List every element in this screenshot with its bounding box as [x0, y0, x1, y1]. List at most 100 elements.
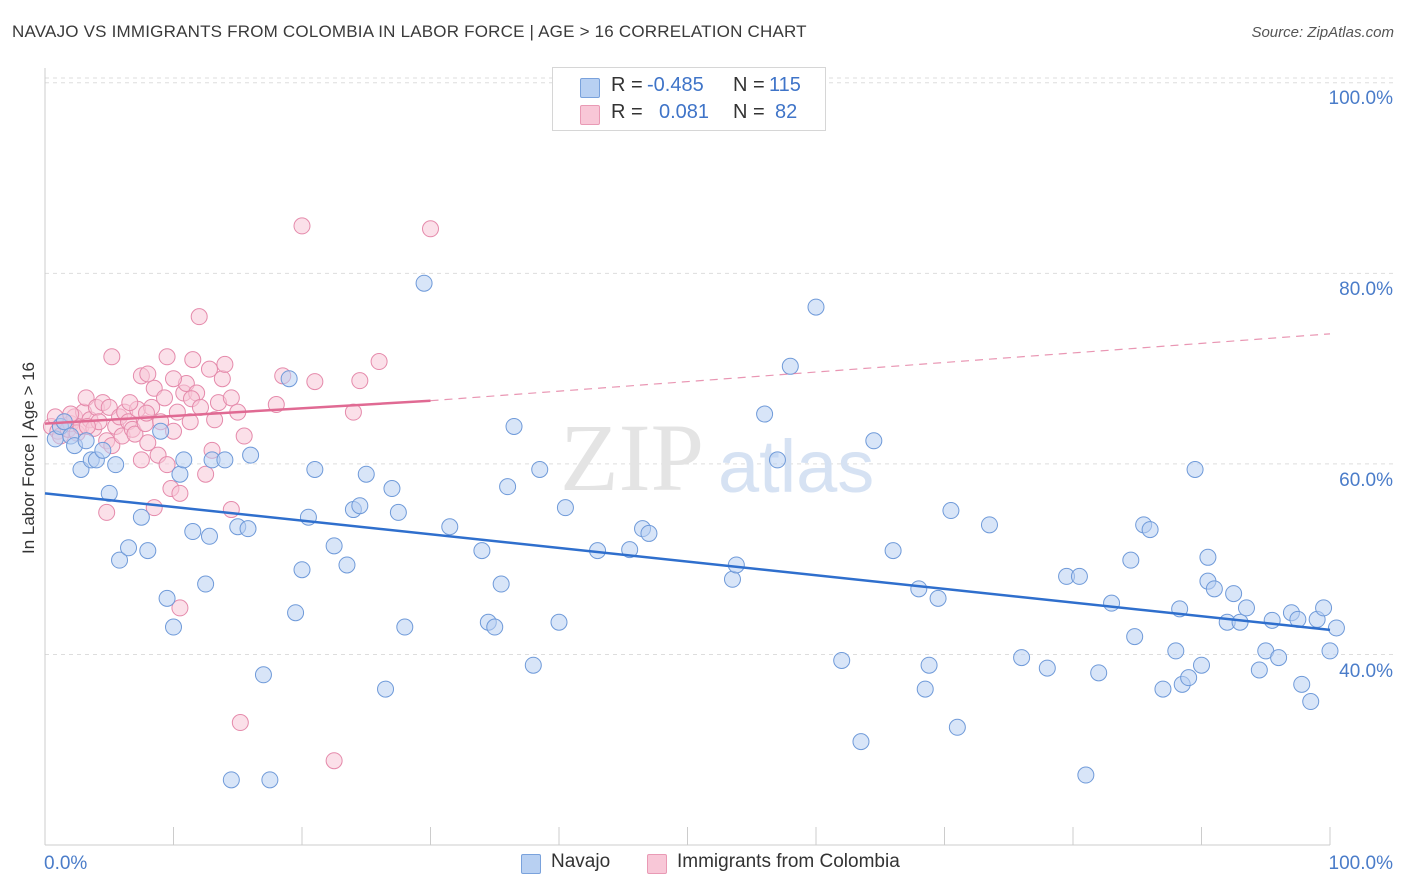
navajo-point: [640, 524, 658, 542]
navajo-point: [94, 441, 112, 459]
colombia-point: [132, 451, 150, 469]
navajo-point: [550, 613, 568, 631]
legend-n-label: N =: [733, 74, 765, 96]
colombia-trend-line: [44, 399, 431, 425]
navajo-point: [531, 460, 549, 478]
navajo-point: [781, 357, 799, 375]
navajo-point: [383, 480, 401, 498]
x-tick-label: 100.0%: [1329, 853, 1394, 874]
legend-n-value: 82: [775, 101, 798, 123]
bottom-label-colombia: Immigrants from Colombia: [677, 851, 900, 872]
navajo-point: [1270, 649, 1288, 667]
legend-r-value: 0.081: [659, 101, 710, 123]
tick-labels: 100.0% 80.0% 60.0% 40.0% 0.0% 100.0%: [44, 88, 1393, 874]
navajo-point: [929, 589, 947, 607]
colombia-point: [103, 348, 121, 366]
navajo-point: [1293, 675, 1311, 693]
colombia-point: [139, 434, 157, 452]
colombia-point: [213, 370, 231, 388]
navajo-point: [239, 520, 257, 538]
navajo-point: [1038, 659, 1056, 677]
navajo-point: [980, 516, 998, 534]
colombia-point: [171, 484, 189, 502]
navajo-point: [325, 537, 343, 555]
colombia-point: [325, 752, 343, 770]
navajo-point: [1167, 642, 1185, 660]
navajo-point: [884, 542, 902, 560]
y-tick-label: 100.0%: [1329, 88, 1394, 109]
navajo-point: [1263, 611, 1281, 629]
colombia-point: [206, 411, 224, 429]
navajo-point: [415, 274, 433, 292]
bottom-label-navajo: Navajo: [551, 851, 611, 872]
navajo-point: [768, 451, 786, 469]
navajo-point: [216, 451, 234, 469]
colombia-point: [422, 220, 439, 238]
navajo-point: [242, 446, 260, 464]
y-tick-label: 60.0%: [1339, 470, 1393, 491]
colombia-point: [216, 355, 234, 373]
navajo-point: [1186, 460, 1204, 478]
source-credit: Source: ZipAtlas.com: [1251, 24, 1394, 41]
navajo-point: [377, 680, 395, 698]
navajo-point: [948, 718, 966, 736]
navajo-point: [107, 456, 125, 474]
colombia-point: [190, 308, 208, 326]
colombia-point: [222, 389, 240, 407]
navajo-point: [833, 651, 851, 669]
chart-title: NAVAJO VS IMMIGRANTS FROM COLOMBIA IN LA…: [12, 22, 807, 41]
navajo-point: [111, 551, 129, 569]
navajo-point: [338, 556, 356, 574]
x-tick-label: 0.0%: [44, 853, 87, 874]
navajo-point: [1126, 628, 1144, 646]
watermark-atlas: atlas: [718, 425, 874, 508]
legend-r-label: R =: [611, 101, 643, 123]
navajo-point: [1193, 656, 1210, 674]
navajo-point: [175, 451, 193, 469]
navajo-point: [152, 422, 170, 440]
colombia-point: [184, 351, 202, 369]
navajo-point: [865, 432, 883, 450]
navajo-point: [1013, 649, 1031, 667]
navajo-point: [499, 478, 517, 496]
navajo-point: [1090, 664, 1108, 682]
navajo-point: [807, 298, 825, 316]
colombia-point: [351, 372, 369, 390]
navajo-point: [280, 370, 298, 388]
navajo-point: [1327, 619, 1345, 637]
colombia-point: [181, 413, 199, 431]
navajo-point: [486, 618, 504, 636]
colombia-point: [200, 360, 218, 378]
colombia-point: [98, 503, 116, 521]
navajo-point: [77, 432, 95, 450]
legend-n-value: 115: [769, 74, 801, 96]
navajo-point: [389, 503, 407, 521]
axes: [44, 68, 1331, 846]
navajo-point: [441, 518, 459, 536]
gridlines: [45, 77, 1393, 655]
navajo-point: [524, 656, 542, 674]
y-axis-title: In Labor Force | Age > 16: [19, 362, 38, 554]
navajo-trend-line: [44, 492, 1331, 632]
y-tick-label: 40.0%: [1339, 661, 1393, 682]
navajo-point: [1250, 661, 1268, 679]
legend-r-value: -0.485: [647, 74, 704, 96]
colombia-point: [121, 394, 139, 412]
colombia-trend-extension: [430, 333, 1331, 402]
navajo-point: [165, 618, 182, 636]
navajo-point: [492, 575, 510, 593]
navajo-point: [942, 502, 960, 520]
stats-legend: R = -0.485 N = 115 R = 0.081 N = 82: [552, 67, 826, 131]
navajo-point: [1225, 585, 1243, 603]
navajo-point: [1237, 599, 1255, 617]
colombia-point: [231, 714, 249, 732]
bottom-swatch-colombia: [647, 854, 667, 874]
navajo-point: [1231, 613, 1249, 631]
colombia-point: [370, 353, 388, 371]
navajo-point: [132, 508, 150, 526]
colombia-point: [197, 465, 215, 483]
colombia-point: [165, 370, 182, 388]
navajo-point: [1103, 594, 1121, 612]
navajo-point: [287, 604, 305, 622]
navajo-point: [621, 541, 639, 559]
